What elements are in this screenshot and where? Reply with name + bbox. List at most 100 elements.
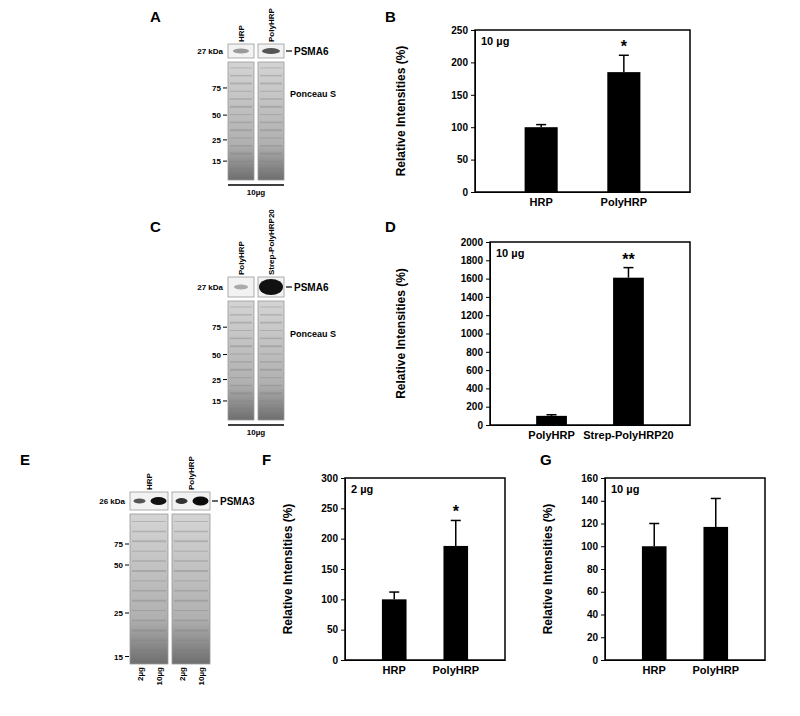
gel-texture bbox=[230, 82, 252, 84]
gel-texture bbox=[260, 401, 282, 402]
y-tick-mark bbox=[601, 637, 605, 638]
gel-texture bbox=[230, 322, 252, 324]
y-tick-mark bbox=[341, 660, 345, 661]
gel-texture bbox=[230, 408, 252, 410]
y-axis-title: Relative Intensities (%) bbox=[394, 46, 408, 177]
y-axis-line bbox=[601, 479, 606, 661]
x-axis: HRPPolyHRP bbox=[476, 192, 691, 208]
bar bbox=[443, 546, 468, 660]
gel-texture bbox=[230, 354, 252, 355]
y-tick: 200 bbox=[466, 401, 490, 412]
annotation: 10 µg bbox=[481, 35, 509, 47]
y-tick-mark bbox=[471, 127, 475, 128]
bar bbox=[382, 599, 407, 660]
y-tick-label: 1400 bbox=[461, 292, 484, 303]
gel-texture bbox=[230, 345, 252, 347]
ladder-label: 75 bbox=[212, 84, 221, 93]
error-bar bbox=[536, 125, 546, 128]
bar-chart: F050100150200250300HRPPolyHRPRelative In… bbox=[262, 451, 506, 676]
ladder-label: 25 bbox=[212, 376, 221, 385]
y-tick: 1000 bbox=[461, 328, 490, 339]
y-tick: 40 bbox=[587, 609, 605, 620]
y-tick-label: 20 bbox=[587, 632, 599, 643]
y-tick-mark bbox=[486, 279, 490, 280]
y-tick-mark bbox=[341, 630, 345, 631]
y-tick: 800 bbox=[466, 347, 490, 358]
x-tick-label: HRP bbox=[530, 196, 553, 208]
lane-load: 10µg bbox=[155, 667, 164, 686]
gel-lane bbox=[130, 514, 168, 664]
y-axis-title: Relative Intensities (%) bbox=[281, 504, 295, 635]
x-tick: PolyHRP bbox=[693, 660, 739, 676]
ladder-tick bbox=[125, 565, 129, 566]
ladder-tick bbox=[223, 379, 227, 380]
x-axis: HRPPolyHRP bbox=[606, 660, 766, 676]
gel-texture bbox=[230, 122, 252, 124]
y-axis-line bbox=[471, 31, 476, 193]
y-tick-label: 1000 bbox=[461, 328, 484, 339]
ladder-tick bbox=[223, 139, 227, 140]
gel-texture bbox=[260, 322, 282, 324]
bar bbox=[525, 127, 558, 192]
ladder-label: 75 bbox=[114, 540, 123, 549]
protein-label: PSMA3 bbox=[220, 496, 255, 507]
y-tick: 1400 bbox=[461, 292, 490, 303]
y-tick: 400 bbox=[466, 383, 490, 394]
gel-texture bbox=[230, 67, 252, 68]
ladder-label: 15 bbox=[114, 653, 123, 662]
gel-texture bbox=[230, 153, 252, 155]
y-tick-label: 0 bbox=[332, 655, 338, 666]
gel-texture bbox=[174, 590, 208, 592]
lane-load: 2µg bbox=[178, 667, 187, 681]
lane-load: 10µg bbox=[197, 667, 206, 686]
annotation: 10 µg bbox=[611, 483, 639, 495]
gel-texture bbox=[174, 551, 208, 552]
figure: B050100150200250HRPPolyHRPRelative Inten… bbox=[0, 0, 800, 716]
y-tick-label: 1800 bbox=[461, 255, 484, 266]
x-tick: Strep-PolyHRP20 bbox=[583, 425, 673, 441]
lane-label: HRP bbox=[145, 472, 154, 490]
y-tick-mark bbox=[486, 370, 490, 371]
error-cap bbox=[547, 414, 557, 416]
y-axis-title: Relative Intensities (%) bbox=[541, 504, 555, 635]
gel-texture bbox=[260, 338, 282, 340]
y-tick-mark bbox=[471, 95, 475, 96]
y-tick: 140 bbox=[581, 495, 605, 506]
gel-texture bbox=[260, 137, 282, 138]
y-tick-mark bbox=[471, 160, 475, 161]
ladder-tick bbox=[223, 161, 227, 162]
marker-size: 26 kDa bbox=[99, 497, 125, 506]
ladder-tick bbox=[223, 327, 227, 328]
x-tick: HRP bbox=[383, 660, 406, 676]
panel-letter: G bbox=[540, 451, 552, 468]
y-tick-mark bbox=[341, 508, 345, 509]
y-tick: 20 bbox=[587, 632, 605, 643]
ladder-tick bbox=[223, 87, 227, 88]
y-tick-label: 200 bbox=[466, 401, 483, 412]
ladder-label: 15 bbox=[212, 397, 221, 406]
band-strip bbox=[258, 277, 284, 297]
gel-texture bbox=[230, 98, 252, 100]
error-bar bbox=[623, 268, 633, 278]
marker-size: 27 kDa bbox=[197, 47, 223, 56]
y-tick-label: 150 bbox=[321, 564, 338, 575]
y-tick-mark bbox=[486, 407, 490, 408]
western-blot: E2µg10µgHRP2µg10µgPolyHRP26 kDaPSMA37550… bbox=[20, 451, 255, 685]
gel-texture bbox=[260, 122, 282, 124]
gel-texture bbox=[230, 91, 252, 92]
protein-band bbox=[151, 497, 167, 505]
y-tick: 200 bbox=[451, 57, 475, 68]
y-tick-mark bbox=[601, 660, 605, 661]
gel-texture bbox=[174, 570, 208, 572]
gel-texture bbox=[174, 610, 208, 611]
y-tick: 0 bbox=[332, 655, 345, 666]
gel-texture bbox=[260, 91, 282, 92]
load-bracket bbox=[228, 424, 284, 426]
protein-label: PSMA6 bbox=[294, 282, 329, 293]
protein-band bbox=[134, 499, 146, 504]
error-bar bbox=[649, 524, 659, 547]
plot-area bbox=[382, 520, 468, 660]
y-tick-label: 140 bbox=[581, 495, 598, 506]
y-tick: 150 bbox=[451, 90, 475, 101]
panel-letter: B bbox=[385, 8, 396, 25]
